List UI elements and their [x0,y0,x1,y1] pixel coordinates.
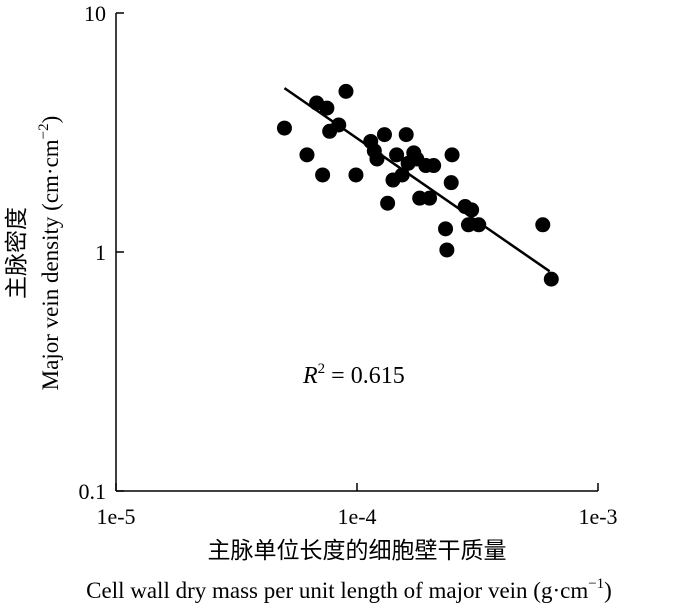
x-tick-label: 1e-5 [96,504,135,529]
y-tick-label: 10 [84,1,106,26]
data-point [299,147,315,163]
data-point [471,217,487,233]
x-tick-label: 1e-3 [578,504,617,529]
data-point [319,100,335,116]
axes [115,13,598,492]
data-point [348,167,364,183]
x-axis-title-cn: 主脉单位长度的细胞壁干质量 [208,538,507,563]
data-point [276,120,292,136]
data-point [464,202,480,218]
fit-line-group [283,87,551,273]
data-point [389,147,405,163]
data-point [535,217,551,233]
data-point [331,117,347,133]
data-point [376,127,392,143]
x-axis-title-en: Cell wall dry mass per unit length of ma… [86,576,612,603]
data-point [394,167,410,183]
data-point [439,242,455,258]
y-axis-title-cn: 主脉密度 [4,207,29,299]
data-point [338,83,354,99]
data-point [422,190,438,206]
data-point [443,175,459,191]
y-tick-label: 1 [95,240,106,265]
data-point [438,221,454,237]
regression-line [283,87,551,273]
data-point [398,127,414,143]
data-point [460,217,476,233]
y-axis-title-en: Major vein density (cm·cm−2) [36,116,63,391]
y-tick-label: 0.1 [79,479,107,504]
x-tick-label: 1e-4 [337,504,376,529]
data-point [380,195,396,211]
data-point [426,158,442,174]
r-squared-annotation: R2 = 0.615 [302,361,405,389]
ticks: 1e-5 1e-4 1e-3 0.1 1 10 [79,1,618,529]
data-point [444,147,460,163]
data-point [315,167,331,183]
data-point [369,151,385,167]
data-point [543,271,559,287]
data-points [276,83,559,287]
